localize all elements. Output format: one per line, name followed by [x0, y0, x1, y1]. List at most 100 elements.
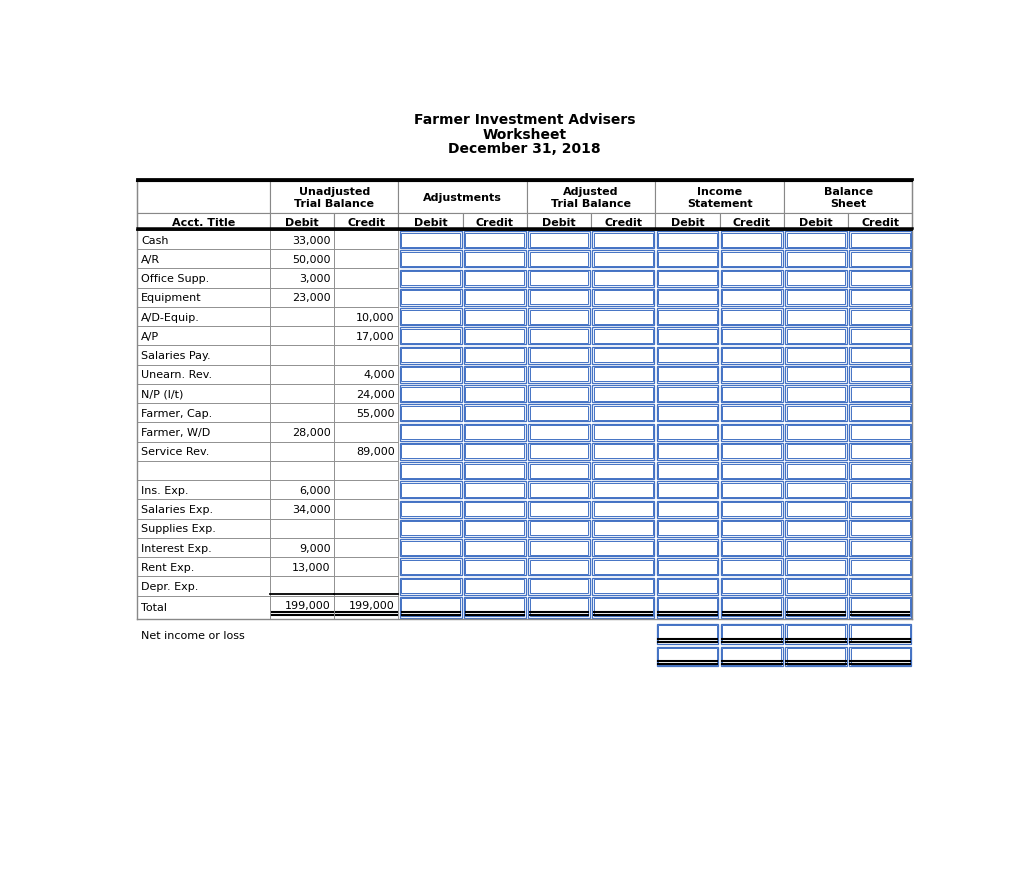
Bar	[466, 560, 524, 574]
Bar	[270, 404, 334, 423]
Bar	[137, 307, 270, 327]
Bar	[722, 310, 781, 324]
Bar	[137, 443, 270, 462]
Bar	[786, 349, 846, 363]
Bar	[334, 365, 398, 385]
Text: Service Rev.: Service Rev.	[141, 447, 210, 457]
Bar	[528, 501, 590, 518]
Bar	[137, 558, 270, 577]
Bar	[785, 578, 847, 595]
Bar	[658, 445, 717, 459]
Bar	[722, 560, 781, 574]
Bar	[529, 579, 589, 594]
Bar	[401, 272, 460, 285]
Bar	[466, 541, 524, 555]
Bar	[137, 214, 270, 231]
Bar	[849, 270, 911, 287]
Bar	[786, 310, 846, 324]
Text: Sheet: Sheet	[830, 199, 866, 209]
Bar	[334, 327, 398, 346]
Bar	[137, 538, 270, 558]
Text: Debit: Debit	[543, 217, 575, 227]
Bar	[399, 482, 462, 499]
Bar	[528, 558, 590, 576]
Bar	[786, 368, 846, 382]
Text: Credit: Credit	[347, 217, 385, 227]
Bar	[594, 368, 652, 382]
Bar	[466, 599, 524, 616]
Bar	[334, 404, 398, 423]
Bar	[851, 579, 909, 594]
Bar	[592, 405, 654, 421]
Bar	[656, 232, 719, 248]
Bar	[656, 270, 719, 287]
Text: 33,000: 33,000	[292, 235, 331, 245]
Bar	[851, 253, 909, 267]
Bar	[722, 407, 781, 421]
Text: 55,000: 55,000	[356, 408, 394, 419]
Bar	[656, 624, 719, 644]
Bar	[592, 424, 654, 441]
Bar	[399, 309, 462, 326]
Text: A/D-Equip.: A/D-Equip.	[141, 313, 200, 322]
Bar	[594, 541, 652, 555]
Bar	[528, 290, 590, 306]
Bar	[594, 310, 652, 324]
Bar	[401, 234, 460, 248]
Bar	[399, 558, 462, 576]
Bar	[722, 272, 781, 285]
Bar	[529, 599, 589, 616]
Bar	[137, 423, 270, 443]
Text: Credit: Credit	[861, 217, 899, 227]
Bar	[722, 234, 781, 248]
Bar	[529, 234, 589, 248]
Bar	[529, 387, 589, 401]
Text: Debit: Debit	[799, 217, 833, 227]
Text: Unadjusted: Unadjusted	[299, 187, 370, 198]
Bar	[721, 482, 782, 499]
Bar	[398, 182, 527, 214]
Bar	[401, 291, 460, 305]
Bar	[785, 348, 847, 364]
Bar	[401, 329, 460, 343]
Bar	[334, 462, 398, 480]
Bar	[529, 522, 589, 536]
Bar	[655, 182, 783, 214]
Bar	[466, 272, 524, 285]
Bar	[785, 539, 847, 557]
Bar	[529, 291, 589, 305]
Bar	[849, 366, 911, 384]
Bar	[849, 405, 911, 421]
Bar	[528, 578, 590, 595]
Bar	[658, 407, 717, 421]
Bar	[270, 327, 334, 346]
Bar	[849, 647, 911, 666]
Bar	[137, 519, 270, 538]
Bar	[528, 482, 590, 499]
Bar	[658, 541, 717, 555]
Bar	[721, 328, 782, 345]
Bar	[528, 539, 590, 557]
Bar	[786, 426, 846, 440]
Bar	[334, 443, 398, 462]
Bar	[401, 484, 460, 497]
Text: Total: Total	[141, 602, 167, 613]
Text: Ins. Exp.: Ins. Exp.	[141, 486, 188, 495]
Bar	[658, 310, 717, 324]
Bar	[399, 578, 462, 595]
Bar	[722, 387, 781, 401]
Text: Debit: Debit	[414, 217, 447, 227]
Bar	[658, 387, 717, 401]
Bar	[849, 328, 911, 345]
Bar	[463, 214, 527, 231]
Bar	[849, 290, 911, 306]
Bar	[334, 385, 398, 404]
Bar	[721, 385, 782, 403]
Bar	[785, 309, 847, 326]
Bar	[466, 426, 524, 440]
Bar	[529, 329, 589, 343]
Bar	[658, 649, 717, 665]
Bar	[783, 182, 912, 214]
Bar	[270, 480, 334, 500]
Bar	[466, 368, 524, 382]
